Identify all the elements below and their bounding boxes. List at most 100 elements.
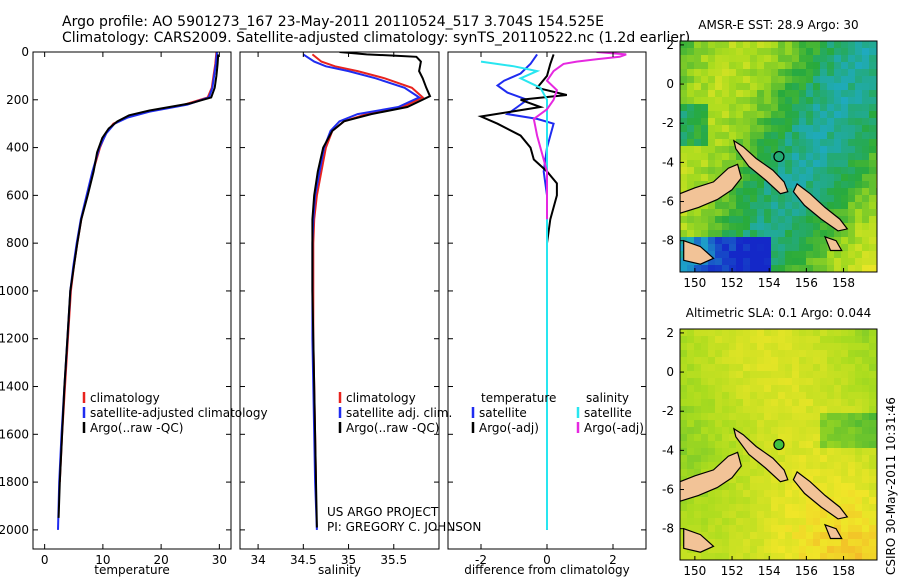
map-cell — [750, 139, 757, 146]
map-x-tick-label: 150 — [683, 276, 706, 290]
map-cell — [729, 216, 736, 223]
map-cell — [785, 336, 792, 343]
map-cell — [855, 420, 862, 427]
map-cell — [729, 202, 736, 209]
map-cell — [862, 399, 869, 406]
map-cell — [722, 539, 729, 546]
map-cell — [708, 385, 715, 392]
map-cell — [687, 441, 694, 448]
map-cell — [736, 160, 743, 167]
map-cell — [792, 237, 799, 244]
map-cell — [799, 420, 806, 427]
map-cell — [764, 111, 771, 118]
map-cell — [694, 55, 701, 62]
map-cell — [778, 195, 785, 202]
map-cell — [771, 413, 778, 420]
map-cell — [729, 104, 736, 111]
map-cell — [820, 188, 827, 195]
map-cell — [820, 132, 827, 139]
map-cell — [764, 518, 771, 525]
map-cell — [827, 111, 834, 118]
map-cell — [694, 76, 701, 83]
map-cell — [750, 104, 757, 111]
map-cell — [736, 237, 743, 244]
map-cell — [785, 125, 792, 132]
map-cell — [848, 434, 855, 441]
map-cell — [834, 434, 841, 441]
map-cell — [869, 525, 876, 532]
map-cell — [869, 518, 876, 525]
map-cell — [708, 539, 715, 546]
map-cell — [862, 539, 869, 546]
map-cell — [820, 434, 827, 441]
map-cell — [813, 336, 820, 343]
map-cell — [799, 462, 806, 469]
map-cell — [813, 55, 820, 62]
map-cell — [715, 336, 722, 343]
map-cell — [827, 357, 834, 364]
map-cell — [736, 385, 743, 392]
map-cell — [687, 146, 694, 153]
map-cell — [834, 546, 841, 553]
map-cell — [750, 62, 757, 69]
map-cell — [722, 399, 729, 406]
series-line-diff-1 — [477, 54, 568, 339]
map-cell — [785, 518, 792, 525]
map-cell — [750, 83, 757, 90]
map-cell — [757, 111, 764, 118]
map-cell — [750, 385, 757, 392]
map-cell — [806, 244, 813, 251]
map-cell — [680, 223, 687, 230]
map-cell — [848, 462, 855, 469]
map-cell — [757, 251, 764, 258]
map-cell — [834, 251, 841, 258]
series-line-temp-1 — [57, 52, 218, 530]
map-cell — [764, 392, 771, 399]
map-cell — [785, 153, 792, 160]
map-cell — [722, 420, 729, 427]
map-cell — [750, 546, 757, 553]
map-cell — [722, 441, 729, 448]
map-cell — [834, 462, 841, 469]
map-cell — [764, 62, 771, 69]
map-cell — [862, 497, 869, 504]
map-cell — [701, 385, 708, 392]
map-cell — [701, 406, 708, 413]
map-cell — [715, 223, 722, 230]
map-cell — [701, 350, 708, 357]
map-cell — [764, 469, 771, 476]
map-cell — [694, 336, 701, 343]
map-cell — [813, 188, 820, 195]
map-cell — [743, 62, 750, 69]
map-cell — [757, 146, 764, 153]
map-cell — [729, 539, 736, 546]
map-cell — [736, 132, 743, 139]
map-cell — [792, 174, 799, 181]
map-cell — [834, 525, 841, 532]
map-cell — [687, 413, 694, 420]
map-cell — [694, 223, 701, 230]
map-cell — [813, 48, 820, 55]
map-cell — [855, 139, 862, 146]
map-cell — [841, 90, 848, 97]
map-cell — [687, 97, 694, 104]
map-cell — [869, 469, 876, 476]
x-axis-label: difference from climatology — [464, 563, 630, 577]
map-cell — [736, 336, 743, 343]
series-line-diff-0 — [495, 53, 555, 530]
map-cell — [680, 336, 687, 343]
map-cell — [701, 76, 708, 83]
map-cell — [792, 385, 799, 392]
map-cell — [778, 125, 785, 132]
map-cell — [785, 167, 792, 174]
map-cell — [848, 230, 855, 237]
temperature-panel: 0 10 20 30020040060080010001200140016001800… — [0, 45, 268, 577]
map-cell — [771, 125, 778, 132]
map-cell — [848, 55, 855, 62]
map-cell — [687, 448, 694, 455]
map-cell — [715, 490, 722, 497]
map-cell — [757, 230, 764, 237]
map-cell — [841, 441, 848, 448]
map-cell — [785, 476, 792, 483]
map-cell — [820, 532, 827, 539]
